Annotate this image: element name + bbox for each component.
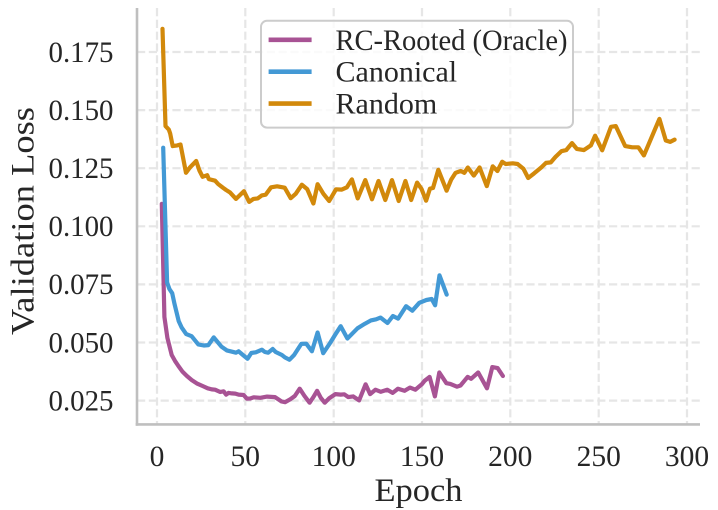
svg-text:Random: Random	[336, 88, 438, 121]
svg-text:Validation Loss: Validation Loss	[6, 107, 42, 335]
svg-text:0.050: 0.050	[49, 327, 114, 359]
svg-text:RC-Rooted (Oracle): RC-Rooted (Oracle)	[336, 24, 568, 57]
svg-text:100: 100	[312, 441, 356, 473]
svg-text:50: 50	[231, 441, 261, 473]
svg-text:0.025: 0.025	[49, 385, 114, 417]
svg-text:0.175: 0.175	[49, 37, 114, 69]
svg-text:0.075: 0.075	[49, 269, 114, 301]
svg-text:0.100: 0.100	[49, 211, 114, 243]
svg-text:200: 200	[488, 441, 532, 473]
svg-text:Epoch: Epoch	[375, 473, 464, 509]
svg-text:150: 150	[400, 441, 444, 473]
svg-text:300: 300	[665, 441, 709, 473]
svg-text:0.125: 0.125	[49, 153, 114, 185]
svg-text:Canonical: Canonical	[336, 56, 458, 89]
svg-text:0.150: 0.150	[49, 95, 114, 127]
svg-text:0: 0	[150, 441, 165, 473]
svg-text:250: 250	[577, 441, 621, 473]
